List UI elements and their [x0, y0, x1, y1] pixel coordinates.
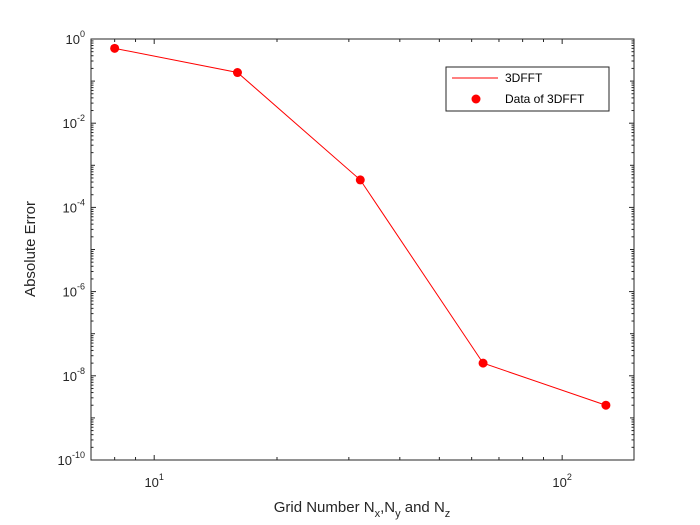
data-point	[478, 358, 488, 368]
y-tick-label: 10-4	[63, 197, 85, 215]
x-axis-label-sub3: z	[445, 508, 451, 520]
data-point	[355, 175, 365, 185]
x-axis-ticks: 101 102	[90, 39, 572, 490]
y-tick-exponent: -4	[77, 197, 85, 207]
y-tick-label: 10-8	[63, 366, 85, 384]
y-tick-label: 10-2	[63, 113, 85, 131]
legend: 3DFFT Data of 3DFFT	[445, 66, 610, 112]
x-axis-label: Grid Number Nx,Ny and Nz	[274, 499, 451, 520]
x-axis-label-prefix: Grid Number N	[274, 499, 375, 516]
x-tick-label: 101	[144, 472, 163, 490]
y-tick-label: 10-10	[58, 450, 85, 468]
y-tick-base: 10	[63, 369, 77, 384]
y-tick-exponent: -8	[77, 366, 85, 376]
y-tick-base: 10	[63, 116, 77, 131]
y-tick-label: 100	[66, 29, 85, 47]
y-axis-label: Absolute Error	[22, 201, 39, 297]
y-tick-base: 10	[58, 453, 72, 468]
legend-entry-3dfft: 3DFFT	[505, 71, 543, 85]
legend-entry-data-of-3dfft: Data of 3DFFT	[505, 92, 585, 106]
y-tick-base: 10	[66, 32, 80, 47]
x-axis-label-sub2: y	[395, 508, 401, 520]
y-tick-exponent: -2	[77, 113, 85, 123]
data-point	[232, 68, 242, 78]
x-tick-exponent: 1	[159, 472, 164, 482]
y-tick-base: 10	[63, 200, 77, 215]
data-point	[601, 400, 611, 410]
x-tick-base: 10	[144, 475, 158, 490]
y-tick-exponent: -10	[72, 450, 85, 460]
y-tick-exponent: 0	[80, 29, 85, 39]
y-tick-exponent: -6	[77, 282, 85, 292]
x-tick-label: 102	[552, 472, 571, 490]
x-axis-label-mid: and N	[401, 499, 445, 516]
x-tick-base: 10	[552, 475, 566, 490]
y-tick-base: 10	[63, 285, 77, 300]
x-axis-label-sep1: ,N	[380, 499, 395, 516]
x-axis-label-sub1: x	[375, 508, 381, 520]
series-layer	[110, 43, 611, 410]
legend-box	[445, 66, 610, 112]
x-tick-exponent: 2	[567, 472, 572, 482]
y-tick-label: 10-6	[63, 282, 85, 300]
legend-marker-sample	[471, 94, 481, 104]
data-point	[110, 43, 120, 53]
